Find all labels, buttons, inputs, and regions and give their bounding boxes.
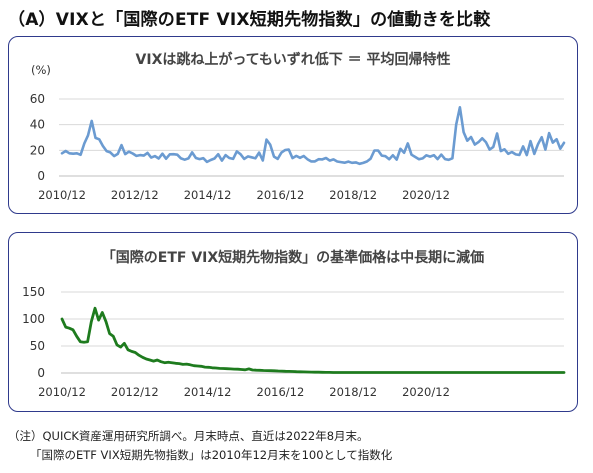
etf-y-tick-label: 100 xyxy=(22,312,45,326)
vix-x-tick-label: 2014/12 xyxy=(184,188,232,202)
vix-series-line xyxy=(60,106,566,166)
etf-chart-panel: 0 50 100 150 2010/12 2012/12 2014/12 2016/12 201… xyxy=(8,232,578,412)
vix-x-tick-label: 2016/12 xyxy=(257,188,305,202)
etf-x-tick-label: 2012/12 xyxy=(111,385,159,399)
vix-chart-title: VIXは跳ね上がってもいずれ低下 ＝ 平均回帰特性 xyxy=(135,52,451,68)
etf-y-tick-label: 150 xyxy=(22,285,45,299)
etf-y-tick-label: 0 xyxy=(37,366,45,380)
vix-y-tick-label: 60 xyxy=(30,92,45,106)
vix-chart-panel: 0 20 40 60 2010/12 2012/12 2014/12 2016/12 2018/… xyxy=(8,36,578,214)
etf-x-tick-label: 2014/12 xyxy=(184,385,232,399)
vix-y-tick-label: 0 xyxy=(37,169,45,183)
vix-x-tick-label: 2018/12 xyxy=(329,188,377,202)
etf-x-tick-label: 2020/12 xyxy=(402,385,450,399)
vix-x-tick-label: 2010/12 xyxy=(38,188,86,202)
vix-y-tick-label: 40 xyxy=(30,118,45,132)
etf-chart-title: 「国際のETF VIX短期先物指数」の基準価格は中長期に減価 xyxy=(101,250,485,266)
footnote-index-basis: 「国際のETF VIX短期先物指数」は2010年12月末を100として指数化 xyxy=(30,448,393,462)
main-title: （A）VIXと「国際のETF VIX短期先物指数」の値動きを比較 xyxy=(8,10,491,30)
vix-chart-svg: 0 20 40 60 2010/12 2012/12 2014/12 2016/12 2018/… xyxy=(30,92,566,202)
etf-series-line xyxy=(60,306,566,374)
etf-y-tick-label: 50 xyxy=(30,339,45,353)
vix-x-tick-label: 2012/12 xyxy=(111,188,159,202)
vix-x-tick-label: 2020/12 xyxy=(402,188,450,202)
etf-x-tick-label: 2018/12 xyxy=(329,385,377,399)
etf-chart-svg: 0 50 100 150 2010/12 2012/12 2014/12 2016/12 201… xyxy=(22,285,566,399)
footnote-source: （注）QUICK資産運用研究所調べ。月末時点、直近は2022年8月末。 xyxy=(8,429,369,443)
etf-x-tick-label: 2016/12 xyxy=(257,385,305,399)
etf-x-tick-label: 2010/12 xyxy=(38,385,86,399)
vix-y-unit-label: (%) xyxy=(31,63,51,77)
vix-y-tick-label: 20 xyxy=(30,143,45,157)
